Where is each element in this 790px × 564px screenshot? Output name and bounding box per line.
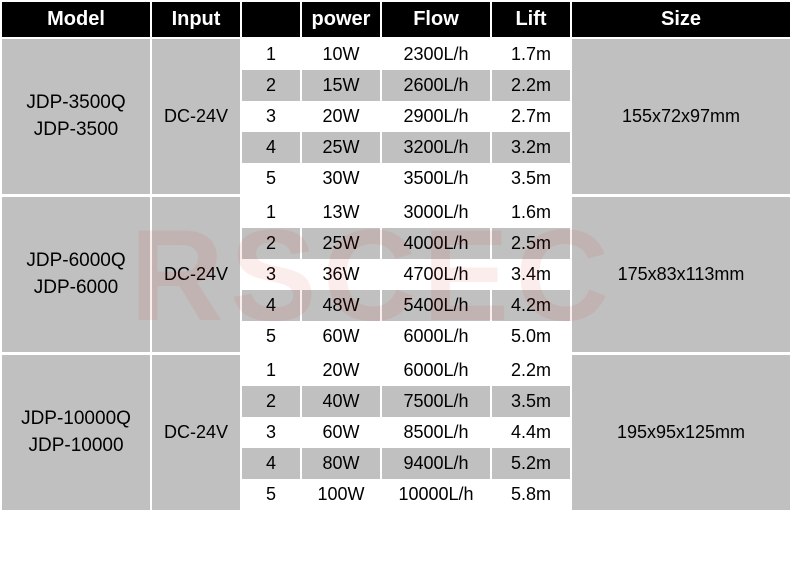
input-cell: DC-24V — [151, 38, 241, 194]
size-cell: 175x83x113mm — [571, 197, 790, 352]
table-row: JDP-6000Q JDP-6000DC-24V113W3000L/h1.6m1… — [1, 197, 790, 228]
col-input: Input — [151, 1, 241, 38]
flow-cell: 6000L/h — [381, 321, 491, 352]
col-model: Model — [1, 1, 151, 38]
flow-cell: 9400L/h — [381, 448, 491, 479]
table-header-row: Model Input power Flow Lift Size — [1, 1, 790, 38]
power-cell: 48W — [301, 290, 381, 321]
n-cell: 5 — [241, 163, 301, 194]
size-cell: 195x95x125mm — [571, 355, 790, 510]
n-cell: 2 — [241, 228, 301, 259]
col-index — [241, 1, 301, 38]
power-cell: 15W — [301, 70, 381, 101]
lift-cell: 3.4m — [491, 259, 571, 290]
lift-cell: 3.5m — [491, 163, 571, 194]
lift-cell: 2.7m — [491, 101, 571, 132]
model-cell: JDP-6000Q JDP-6000 — [1, 197, 151, 352]
table-row: JDP-3500Q JDP-3500DC-24V110W2300L/h1.7m1… — [1, 38, 790, 70]
power-cell: 10W — [301, 38, 381, 70]
flow-cell: 8500L/h — [381, 417, 491, 448]
table-body: JDP-3500Q JDP-3500DC-24V110W2300L/h1.7m1… — [1, 38, 790, 510]
flow-cell: 3500L/h — [381, 163, 491, 194]
power-cell: 36W — [301, 259, 381, 290]
flow-cell: 7500L/h — [381, 386, 491, 417]
lift-cell: 1.7m — [491, 38, 571, 70]
lift-cell: 5.0m — [491, 321, 571, 352]
lift-cell: 4.2m — [491, 290, 571, 321]
n-cell: 4 — [241, 448, 301, 479]
power-cell: 100W — [301, 479, 381, 510]
lift-cell: 4.4m — [491, 417, 571, 448]
flow-cell: 3000L/h — [381, 197, 491, 228]
n-cell: 3 — [241, 101, 301, 132]
spec-table-container: Model Input power Flow Lift Size JDP-350… — [0, 0, 790, 510]
flow-cell: 3200L/h — [381, 132, 491, 163]
flow-cell: 2900L/h — [381, 101, 491, 132]
n-cell: 3 — [241, 417, 301, 448]
power-cell: 60W — [301, 321, 381, 352]
n-cell: 4 — [241, 132, 301, 163]
n-cell: 5 — [241, 479, 301, 510]
model-cell: JDP-10000Q JDP-10000 — [1, 355, 151, 510]
power-cell: 20W — [301, 101, 381, 132]
flow-cell: 4000L/h — [381, 228, 491, 259]
lift-cell: 5.8m — [491, 479, 571, 510]
lift-cell: 5.2m — [491, 448, 571, 479]
lift-cell: 2.2m — [491, 355, 571, 386]
col-lift: Lift — [491, 1, 571, 38]
n-cell: 2 — [241, 386, 301, 417]
input-cell: DC-24V — [151, 355, 241, 510]
lift-cell: 3.5m — [491, 386, 571, 417]
power-cell: 25W — [301, 132, 381, 163]
n-cell: 2 — [241, 70, 301, 101]
flow-cell: 4700L/h — [381, 259, 491, 290]
n-cell: 5 — [241, 321, 301, 352]
size-cell: 155x72x97mm — [571, 38, 790, 194]
power-cell: 25W — [301, 228, 381, 259]
lift-cell: 2.2m — [491, 70, 571, 101]
power-cell: 80W — [301, 448, 381, 479]
lift-cell: 1.6m — [491, 197, 571, 228]
col-power: power — [301, 1, 381, 38]
n-cell: 3 — [241, 259, 301, 290]
n-cell: 1 — [241, 355, 301, 386]
lift-cell: 3.2m — [491, 132, 571, 163]
col-flow: Flow — [381, 1, 491, 38]
power-cell: 20W — [301, 355, 381, 386]
n-cell: 4 — [241, 290, 301, 321]
col-size: Size — [571, 1, 790, 38]
flow-cell: 2300L/h — [381, 38, 491, 70]
power-cell: 60W — [301, 417, 381, 448]
flow-cell: 10000L/h — [381, 479, 491, 510]
n-cell: 1 — [241, 197, 301, 228]
power-cell: 40W — [301, 386, 381, 417]
n-cell: 1 — [241, 38, 301, 70]
power-cell: 13W — [301, 197, 381, 228]
input-cell: DC-24V — [151, 197, 241, 352]
table-row: JDP-10000Q JDP-10000DC-24V120W6000L/h2.2… — [1, 355, 790, 386]
flow-cell: 6000L/h — [381, 355, 491, 386]
power-cell: 30W — [301, 163, 381, 194]
flow-cell: 2600L/h — [381, 70, 491, 101]
lift-cell: 2.5m — [491, 228, 571, 259]
model-cell: JDP-3500Q JDP-3500 — [1, 38, 151, 194]
flow-cell: 5400L/h — [381, 290, 491, 321]
spec-table: Model Input power Flow Lift Size JDP-350… — [0, 0, 790, 510]
